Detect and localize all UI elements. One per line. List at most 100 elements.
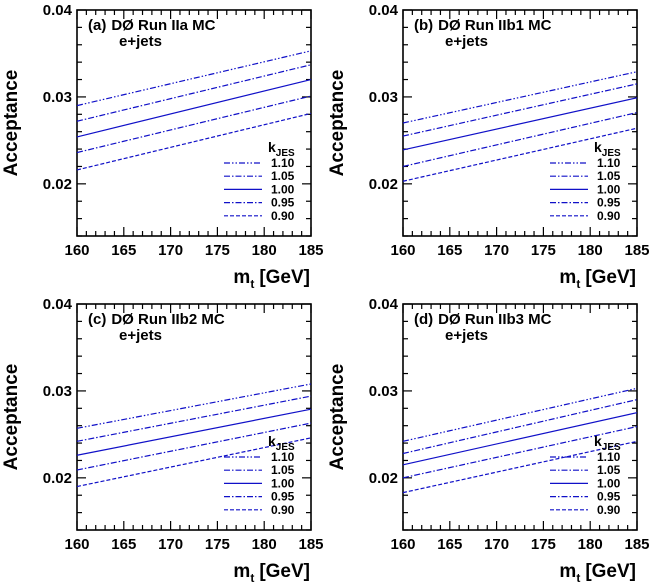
series-line-1-05: [402, 399, 638, 455]
y-tick-label: 0.03: [369, 89, 398, 106]
legend-title-symbol: k: [268, 139, 276, 155]
y-tick-label: 0.03: [43, 89, 72, 106]
series-line-0-95: [76, 422, 312, 471]
y-tick-label: 0.04: [369, 2, 399, 19]
legend-title: kJES: [268, 433, 295, 453]
panel-subtitle: e+jets: [119, 33, 162, 50]
chart-panel-4: 160 165 170 175 180 185 0.02 0.03 0.04 Acceptance…: [327, 296, 650, 585]
x-axis-title-subscript: t: [250, 277, 254, 291]
y-tick-label: 0.04: [43, 296, 73, 313]
x-tick-label: 175: [531, 536, 556, 553]
x-tick-label: 185: [298, 536, 323, 553]
series-line-1-10: [76, 50, 312, 107]
x-axis-title-unit: [GeV]: [259, 561, 310, 582]
y-tick-label: 0.02: [369, 176, 398, 193]
legend-entry-label: 0.95: [271, 490, 295, 504]
panel-label: (a): [88, 17, 106, 34]
x-axis-title: mt [GeV]: [233, 561, 310, 585]
legend-entry-label: 1.10: [597, 156, 621, 170]
y-tick-label: 0.02: [43, 470, 72, 487]
y-axis-title: Acceptance: [327, 70, 348, 177]
legend-entry-label: 0.90: [597, 209, 621, 223]
legend-entry-label: 1.00: [271, 182, 295, 196]
panel-title: (c) DØ Run IIb2 MC: [88, 311, 225, 328]
legend-entry-label: 1.05: [271, 169, 295, 183]
series-line-1-10: [402, 71, 638, 124]
x-axis-title-unit: [GeV]: [585, 267, 636, 288]
y-tick-label: 0.02: [369, 470, 398, 487]
x-tick-label: 185: [298, 242, 323, 259]
series-line-0-90: [402, 440, 638, 494]
series-line-1-00: [402, 412, 638, 466]
x-tick-label: 170: [484, 242, 509, 259]
panel-title-text: DØ Run IIb3 MC: [438, 311, 551, 328]
x-tick-label: 165: [437, 536, 462, 553]
x-axis-title-symbol: m: [559, 561, 576, 582]
x-tick-label: 185: [624, 536, 649, 553]
legend-title-subscript: JES: [602, 148, 621, 159]
legend-title-symbol: k: [594, 433, 602, 449]
series-line-1-05: [76, 64, 312, 122]
series-line-1-00: [76, 408, 312, 456]
x-tick-label: 180: [252, 536, 277, 553]
panel-title-text: DØ Run IIb2 MC: [111, 311, 224, 328]
legend-entry-label: 1.05: [597, 169, 621, 183]
legend-title: kJES: [594, 139, 621, 159]
legend-entry-label: 0.90: [597, 503, 621, 517]
series-line-0-95: [402, 425, 638, 479]
legend-entry-label: 1.05: [271, 463, 295, 477]
y-axis-title: Acceptance: [1, 364, 22, 471]
series-line-1-00: [402, 97, 638, 151]
panel-title: (a) DØ Run IIa MC: [88, 17, 216, 34]
x-tick-label: 160: [64, 536, 89, 553]
legend-entry-label: 0.95: [597, 196, 621, 210]
panel-subtitle: e+jets: [445, 33, 488, 50]
legend-entry-label: 0.90: [271, 503, 295, 517]
x-axis-title-unit: [GeV]: [585, 561, 636, 582]
panel-label: (c): [88, 311, 106, 328]
y-tick-label: 0.02: [43, 176, 72, 193]
x-axis-title-unit: [GeV]: [259, 267, 310, 288]
panel-subtitle: e+jets: [445, 327, 488, 344]
x-axis-title-symbol: m: [559, 267, 576, 288]
x-axis-title: mt [GeV]: [233, 267, 310, 291]
series-line-0-95: [76, 95, 312, 154]
chart-panel-2: 160 165 170 175 180 185 0.02 0.03 0.04 Acceptance…: [327, 2, 650, 291]
x-tick-label: 175: [205, 536, 230, 553]
series-line-1-00: [76, 78, 312, 138]
series-line-1-05: [76, 395, 312, 442]
series-line-1-10: [402, 387, 638, 442]
y-tick-label: 0.03: [369, 383, 398, 400]
x-tick-label: 175: [531, 242, 556, 259]
legend-title: kJES: [594, 433, 621, 453]
x-tick-label: 165: [111, 536, 136, 553]
x-tick-label: 160: [390, 242, 415, 259]
x-axis-title: mt [GeV]: [559, 267, 636, 291]
plot-frame: [76, 9, 312, 237]
x-tick-label: 165: [437, 242, 462, 259]
legend-entry-label: 1.10: [271, 156, 295, 170]
legend-entry-label: 1.05: [597, 463, 621, 477]
legend-entry-label: 0.95: [597, 490, 621, 504]
y-tick-label: 0.03: [43, 383, 72, 400]
x-tick-label: 175: [205, 242, 230, 259]
x-tick-label: 165: [111, 242, 136, 259]
x-tick-label: 160: [64, 242, 89, 259]
legend-entry-label: 1.10: [597, 450, 621, 464]
plot-frame: [76, 303, 312, 531]
x-axis-title-subscript: t: [576, 277, 580, 291]
panel-title-text: DØ Run IIb1 MC: [438, 17, 551, 34]
legend-entry-label: 0.95: [271, 196, 295, 210]
legend-entry-label: 1.00: [597, 182, 621, 196]
legend-title: kJES: [268, 139, 295, 159]
x-tick-label: 170: [158, 242, 183, 259]
series-line-1-05: [402, 83, 638, 137]
x-tick-label: 185: [624, 242, 649, 259]
y-tick-label: 0.04: [369, 296, 399, 313]
y-tick-label: 0.04: [43, 2, 73, 19]
legend-title-subscript: JES: [276, 148, 295, 159]
x-axis-title: mt [GeV]: [559, 561, 636, 585]
panel-label: (d): [414, 311, 433, 328]
y-axis-title: Acceptance: [1, 70, 22, 177]
